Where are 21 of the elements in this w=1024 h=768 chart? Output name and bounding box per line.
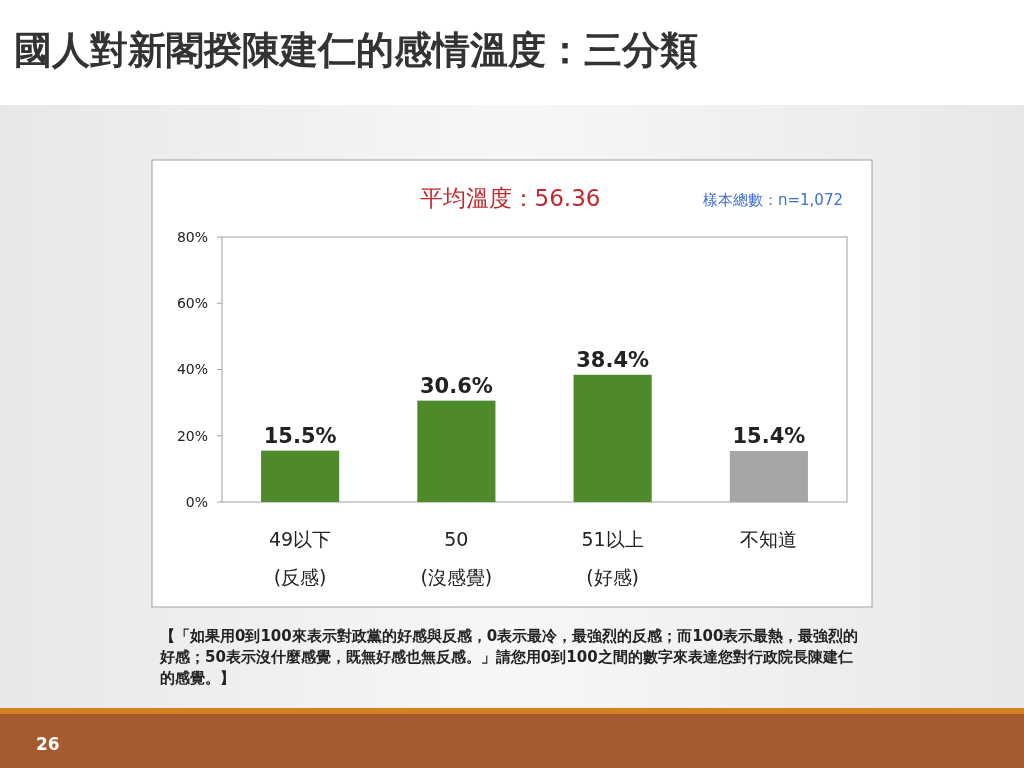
text: 樣本總數：n=1,072 — [702, 191, 843, 209]
y-tick-label: 40% — [176, 361, 208, 378]
chart-title: 國人對新閣揆陳建仁的感情溫度：三分類 — [14, 28, 698, 72]
x-tick-label: 51以上 (好感) — [581, 528, 644, 588]
text: 26 — [36, 734, 60, 754]
x-tick-label: 不知道 — [740, 528, 798, 550]
y-tick-label: 80% — [176, 228, 208, 245]
x-tick-label: 49以下 (反感) — [269, 528, 332, 588]
data-label: 38.4% — [576, 347, 650, 372]
data-label: 15.5% — [263, 423, 337, 448]
bar — [573, 374, 652, 502]
bar — [261, 450, 340, 502]
text: 平均溫度：56.36 — [419, 185, 601, 211]
y-tick-label: 60% — [176, 295, 208, 312]
y-tick-label: 20% — [176, 427, 208, 444]
x-tick-label: 50 (沒感覺) — [420, 528, 493, 588]
data-label: 15.4% — [732, 423, 806, 448]
data-label: 30.6% — [419, 373, 493, 398]
text: 【「如果用0到100來表示對政黨的好感與反感，0表示最冷，最強烈的反感；而100表示最熱，最強烈的好感；50表示沒什麼感覺，既無好感也無反感。」請您用0到100之間的數字來表達您對行政院長陳建仁的感覺。】 — [159, 627, 859, 687]
bar — [417, 400, 496, 502]
y-tick-label: 0% — [185, 493, 208, 510]
